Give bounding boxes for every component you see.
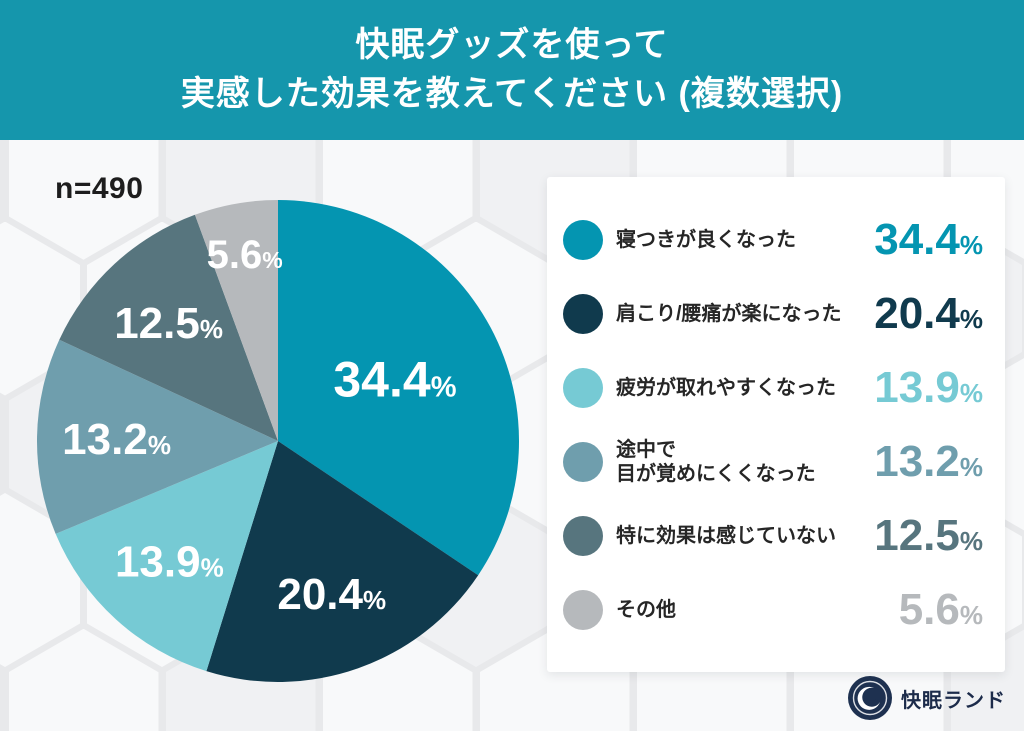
pie-chart: 34.4% 20.4% 13.9% 13.2% 12.5% 5.6% bbox=[37, 200, 519, 682]
pie-slice bbox=[55, 441, 279, 672]
pie-slice-label: 12.5% bbox=[114, 299, 223, 348]
pie-slice bbox=[37, 339, 278, 534]
legend-item: 途中で 目が覚めにくくなった 13.2% bbox=[563, 425, 983, 499]
legend-item: 肩こり/腰痛が楽になった 20.4% bbox=[563, 277, 983, 351]
legend-item: 疲労が取れやすくなった 13.9% bbox=[563, 351, 983, 425]
legend-item: 特に効果は感じていない 12.5% bbox=[563, 499, 983, 573]
legend-swatch bbox=[563, 294, 603, 334]
chart-title-line-1: 快眠グッズを使って bbox=[355, 26, 669, 64]
brand-name: 快眠ランド bbox=[901, 689, 1006, 712]
pie-slice-label: 5.6% bbox=[207, 233, 283, 277]
pie-chart-svg: 34.4% 20.4% 13.9% 13.2% 12.5% 5.6% bbox=[37, 200, 519, 682]
pie-slice bbox=[59, 214, 279, 441]
legend-item-value: 12.5% bbox=[874, 511, 983, 560]
pie-slice bbox=[194, 200, 278, 441]
pie-slice bbox=[278, 200, 519, 576]
pie-slice-label: 20.4% bbox=[277, 570, 386, 619]
legend-item-value: 20.4% bbox=[874, 289, 983, 338]
legend-item-value: 13.2% bbox=[874, 437, 983, 486]
chart-title-header: 快眠グッズを使って 実感した効果を教えてください (複数選択) bbox=[0, 0, 1024, 140]
legend-item-label: 疲労が取れやすくなった bbox=[616, 377, 836, 399]
legend-item-value: 5.6% bbox=[898, 585, 983, 634]
legend-swatch bbox=[563, 516, 603, 556]
pie-slice-label: 13.9% bbox=[115, 537, 224, 586]
legend-item-label: その他 bbox=[616, 599, 676, 621]
legend-card: 寝つきが良くなった 34.4% 肩こり/腰痛が楽になった 20.4% 疲労が取れやすくな… bbox=[547, 177, 1005, 672]
pie-slice bbox=[206, 441, 479, 682]
brand-logo-icon bbox=[848, 676, 892, 720]
legend-item-value: 34.4% bbox=[874, 215, 983, 264]
pie-slice-label: 34.4% bbox=[333, 352, 456, 408]
chart-title-line-2: 実感した効果を教えてください (複数選択) bbox=[180, 75, 844, 113]
legend-item-label: 途中で 目が覚めにくくなった bbox=[616, 439, 816, 485]
brand-footer: 快眠ランド bbox=[847, 675, 1006, 721]
sample-size-label: n=490 bbox=[55, 172, 144, 205]
legend-swatch bbox=[563, 220, 603, 260]
legend-item-value: 13.9% bbox=[874, 363, 983, 412]
legend-item-label: 寝つきが良くなった bbox=[616, 229, 796, 251]
legend-item-label: 特に効果は感じていない bbox=[616, 525, 836, 547]
legend-swatch bbox=[563, 442, 603, 482]
legend-swatch bbox=[563, 590, 603, 630]
pie-slice-label: 13.2% bbox=[62, 415, 171, 464]
legend-item: 寝つきが良くなった 34.4% bbox=[563, 203, 983, 277]
legend-item: その他 5.6% bbox=[563, 573, 983, 647]
legend-swatch bbox=[563, 368, 603, 408]
legend-item-label: 肩こり/腰痛が楽になった bbox=[616, 303, 842, 325]
legend-rows: 寝つきが良くなった 34.4% 肩こり/腰痛が楽になった 20.4% 疲労が取れやすくな… bbox=[563, 203, 983, 647]
